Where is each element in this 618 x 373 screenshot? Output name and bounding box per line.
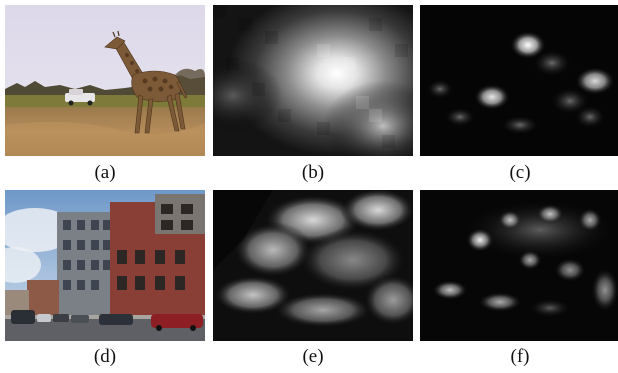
- panel-a-giraffe-photo: [5, 5, 205, 156]
- caption-f: (f): [510, 346, 530, 367]
- panel-b-coarse-saliency-map: [213, 5, 413, 156]
- street-photo-image: [5, 190, 205, 341]
- panel-c-fine-saliency-map: [420, 5, 618, 156]
- caption-a: (a): [94, 162, 116, 183]
- panel-e-coarse-saliency-map: [213, 190, 413, 341]
- fine-saliency-image: [420, 190, 618, 341]
- coarse-saliency-image: [213, 190, 413, 341]
- panel-f-fine-saliency-map: [420, 190, 618, 341]
- caption-d: (d): [93, 346, 117, 367]
- giraffe-photo-image: [5, 5, 205, 156]
- caption-c: (c): [509, 162, 531, 183]
- coarse-saliency-image: [213, 5, 413, 156]
- panel-d-street-photo: [5, 190, 205, 341]
- caption-b: (b): [301, 162, 325, 183]
- fine-saliency-image: [420, 5, 618, 156]
- caption-e: (e): [302, 346, 324, 367]
